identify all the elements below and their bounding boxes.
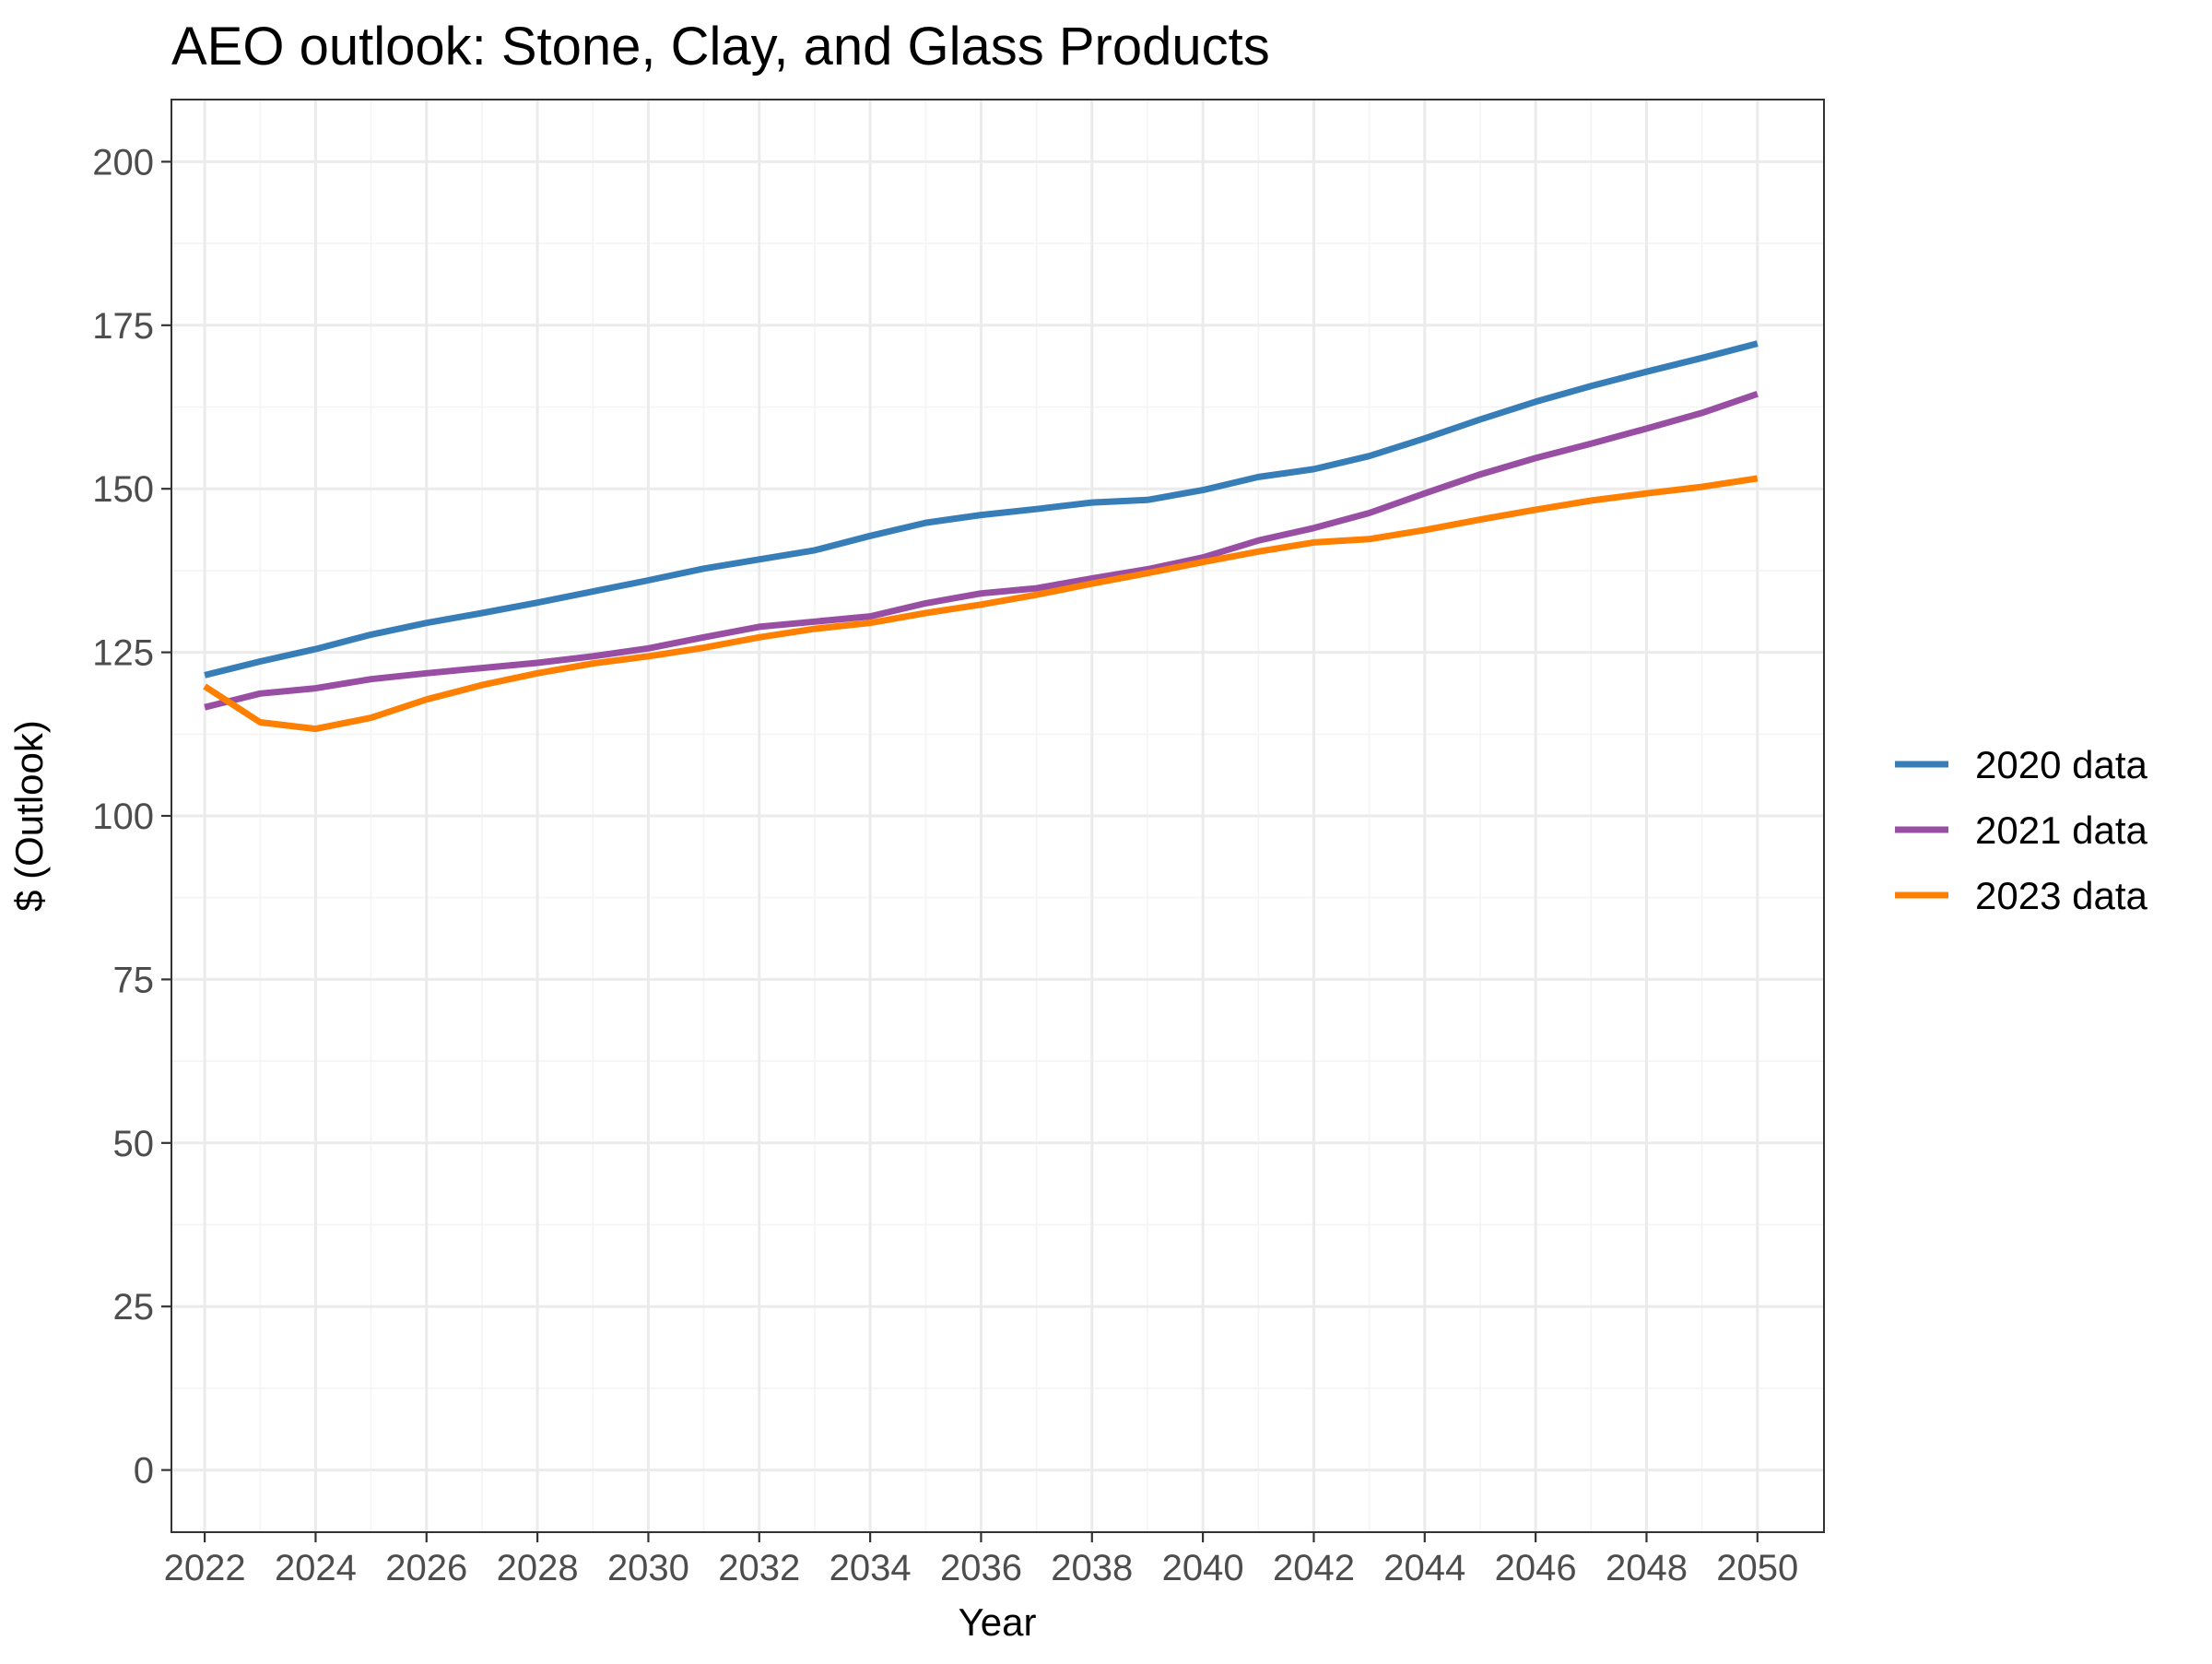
legend-label-2021-data: 2021 data: [1975, 808, 2147, 852]
y-tick-label: 100: [92, 797, 154, 837]
y-tick-label: 0: [134, 1451, 154, 1492]
x-tick-label: 2030: [607, 1548, 689, 1588]
x-tick-label: 2024: [275, 1548, 357, 1588]
y-tick-label: 125: [92, 633, 154, 674]
x-tick-label: 2026: [385, 1548, 467, 1588]
x-tick-label: 2046: [1495, 1548, 1577, 1588]
axis-layer: 2022 2024 2026 2028 2030 2032 2034 2036 2038 2040…: [92, 142, 1798, 1588]
y-tick-label: 25: [113, 1287, 155, 1328]
x-tick-label: 2032: [718, 1548, 800, 1588]
grid-layer: [171, 100, 1824, 1532]
x-tick-label: 2044: [1383, 1548, 1465, 1588]
x-tick-label: 2028: [497, 1548, 579, 1588]
chart-title: AEO outlook: Stone, Clay, and Glass Prod…: [171, 17, 1270, 77]
y-axis-title: $ (Outlook): [7, 720, 51, 912]
x-tick-label: 2048: [1606, 1548, 1688, 1588]
x-tick-label: 2042: [1273, 1548, 1355, 1588]
y-tick-label: 175: [92, 306, 154, 347]
legend-label-2020-data: 2020 data: [1975, 743, 2147, 786]
x-tick-label: 2040: [1162, 1548, 1244, 1588]
series-line-2021-data: [204, 390, 1759, 711]
y-tick-label: 75: [113, 960, 155, 1000]
legend: 2020 data 2021 data 2023 data: [1895, 743, 2147, 917]
x-tick-label: 2038: [1051, 1548, 1133, 1588]
series-line-2023-data: [203, 475, 1759, 733]
x-tick-label: 2034: [830, 1548, 912, 1588]
x-tick-label: 2050: [1716, 1548, 1798, 1588]
x-tick-label: 2036: [940, 1548, 1022, 1588]
x-axis-title: Year: [959, 1600, 1037, 1644]
y-tick-label: 200: [92, 142, 154, 183]
series-layer: [203, 340, 1759, 733]
y-tick-label: 150: [92, 469, 154, 510]
series-line-2020-data: [204, 340, 1759, 679]
legend-label-2023-data: 2023 data: [1975, 874, 2147, 917]
y-tick-label: 50: [113, 1124, 155, 1164]
x-tick-label: 2022: [164, 1548, 246, 1588]
